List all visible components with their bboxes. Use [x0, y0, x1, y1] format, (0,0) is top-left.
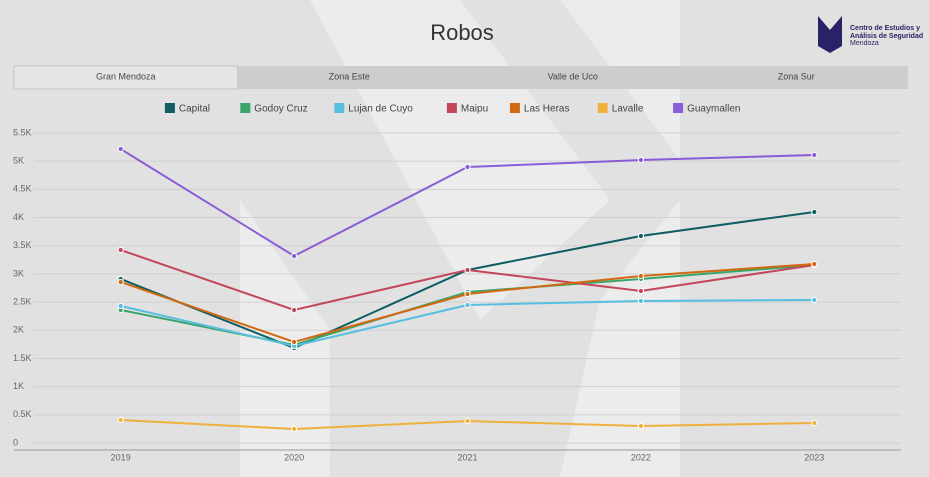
data-point[interactable]: [117, 302, 124, 310]
data-point[interactable]: [637, 156, 645, 164]
x-tick-label: 2023: [804, 452, 824, 462]
x-tick-label: 2022: [631, 452, 651, 462]
data-point[interactable]: [637, 232, 645, 240]
data-point[interactable]: [117, 278, 124, 286]
data-point[interactable]: [811, 419, 818, 427]
logo-text: Mendoza: [850, 40, 879, 47]
tab-label[interactable]: Gran Mendoza: [96, 71, 156, 81]
legend: Capital Godoy Cruz Lujan de Cuyo Maipu Las H…: [164, 103, 740, 115]
data-point[interactable]: [811, 208, 818, 216]
legend-label[interactable]: Capital: [179, 104, 210, 115]
legend-swatch[interactable]: [164, 103, 175, 113]
y-tick-label: 4.5K: [13, 184, 32, 194]
legend-label[interactable]: Lavalle: [612, 104, 644, 115]
y-tick-label: 3.5K: [13, 240, 32, 250]
tab-label[interactable]: Zona Sur: [778, 71, 815, 81]
legend-label[interactable]: Lujan de Cuyo: [348, 104, 413, 115]
tabs: Gran Mendoza Zona Este Valle de Uco Zona Su…: [13, 65, 909, 90]
data-point[interactable]: [464, 266, 471, 274]
y-tick-label: 1.5K: [13, 353, 32, 363]
logo-text: Análisis de Seguridad: [850, 33, 923, 40]
data-point[interactable]: [464, 301, 471, 309]
data-point[interactable]: [811, 296, 818, 304]
chart-title: Robos: [430, 20, 494, 45]
data-point[interactable]: [291, 252, 298, 260]
legend-swatch[interactable]: [509, 103, 520, 113]
watermark-shape: [240, 0, 680, 320]
tab[interactable]: [237, 66, 462, 89]
legend-label[interactable]: Godoy Cruz: [254, 104, 307, 115]
tab[interactable]: [684, 66, 909, 89]
data-point[interactable]: [811, 151, 818, 159]
x-tick-label: 2021: [457, 452, 477, 462]
logo-mark: [818, 16, 842, 53]
data-point[interactable]: [464, 417, 471, 425]
data-point[interactable]: [117, 416, 124, 424]
y-tick-label: 3K: [13, 268, 24, 278]
x-tick-label: 2019: [111, 452, 131, 462]
data-point[interactable]: [291, 338, 298, 346]
legend-label[interactable]: Las Heras: [524, 104, 570, 115]
tab-label[interactable]: Valle de Uco: [548, 71, 598, 81]
data-point[interactable]: [117, 145, 124, 153]
data-point[interactable]: [811, 260, 818, 268]
data-point[interactable]: [291, 425, 298, 433]
data-point[interactable]: [637, 422, 645, 430]
y-tick-label: 4K: [13, 212, 24, 222]
legend-swatch[interactable]: [240, 103, 251, 113]
tab-label[interactable]: Zona Este: [329, 71, 370, 81]
legend-swatch[interactable]: [334, 103, 345, 113]
logo-text: Centro de Estudios y: [850, 25, 920, 32]
watermark-shape: [560, 200, 680, 477]
data-point[interactable]: [637, 297, 645, 305]
data-point[interactable]: [464, 163, 471, 171]
logo: Centro de Estudios y Análisis de Segurid…: [818, 16, 923, 53]
y-tick-label: 0: [13, 437, 18, 447]
y-tick-label: 2.5K: [13, 296, 32, 306]
y-tick-label: 1K: [13, 381, 24, 391]
data-point[interactable]: [117, 246, 124, 254]
legend-label[interactable]: Guaymallen: [687, 104, 740, 115]
plot: 0 0.5K 1K 1.5K 2K 2.5K 3K 3.5K 4K 4.5K 5K 5.5K 2019 2…: [13, 127, 901, 462]
data-point[interactable]: [464, 290, 471, 298]
legend-swatch[interactable]: [673, 103, 684, 113]
legend-label[interactable]: Maipu: [461, 104, 488, 115]
legend-swatch[interactable]: [446, 103, 457, 113]
data-point[interactable]: [637, 287, 645, 295]
data-point[interactable]: [291, 306, 298, 314]
y-tick-label: 0.5K: [13, 409, 32, 419]
x-tick-label: 2020: [284, 452, 304, 462]
legend-swatch[interactable]: [597, 103, 608, 113]
y-tick-label: 2K: [13, 325, 24, 335]
y-tick-label: 5K: [13, 156, 24, 166]
data-point[interactable]: [637, 272, 645, 280]
tab[interactable]: [461, 66, 685, 89]
y-tick-label: 5.5K: [13, 127, 32, 137]
